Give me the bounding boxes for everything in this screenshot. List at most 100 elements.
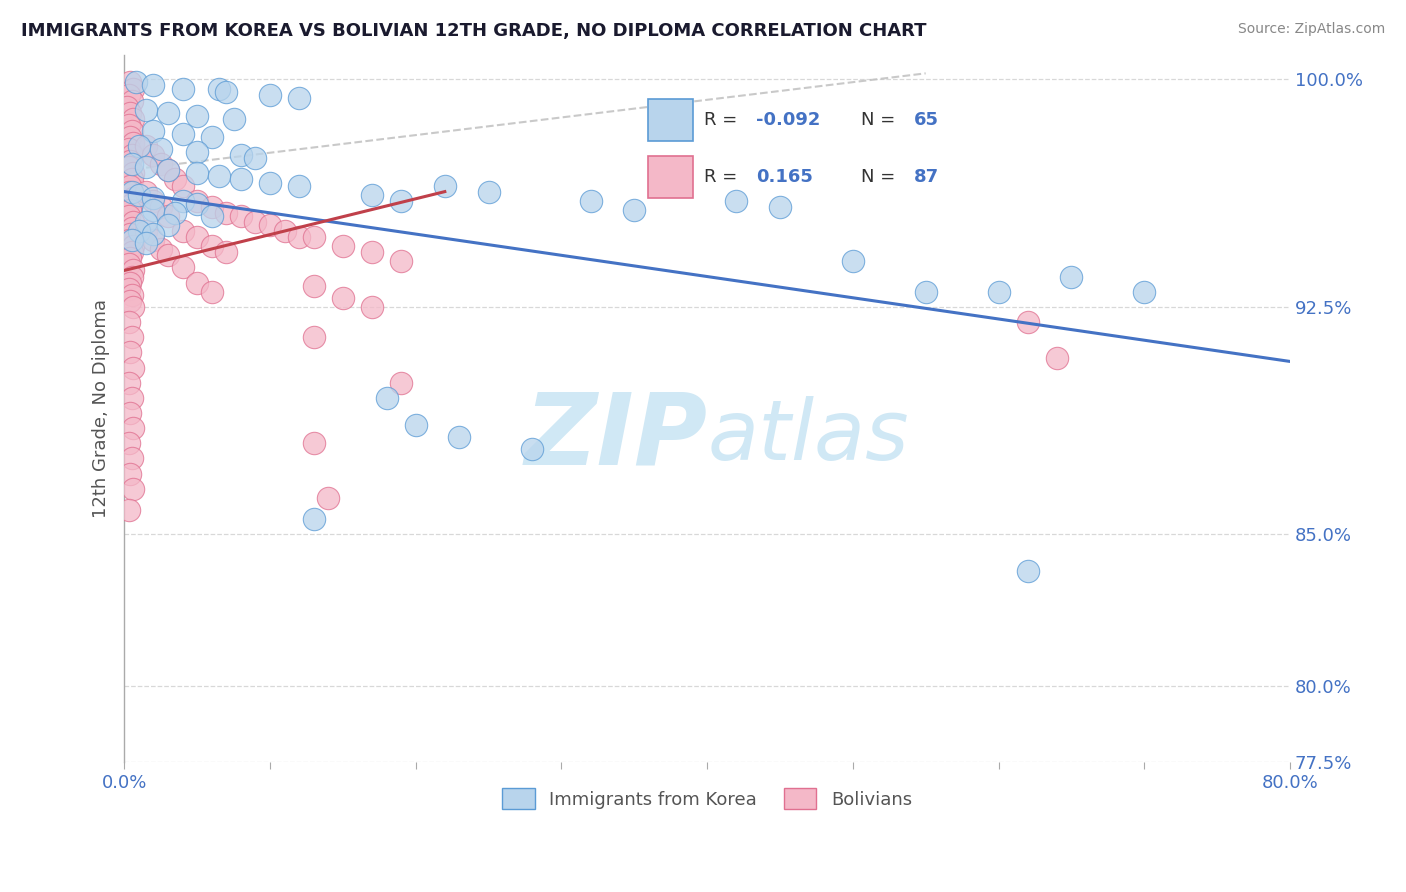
Point	[156, 209, 179, 223]
Point	[117, 209, 139, 223]
Point	[122, 239, 145, 253]
Point	[156, 248, 179, 262]
Point	[1060, 269, 1083, 284]
Point	[302, 512, 325, 526]
Point	[229, 148, 252, 162]
Point	[142, 124, 165, 138]
Point	[433, 178, 456, 193]
Point	[156, 163, 179, 178]
Point	[115, 100, 138, 114]
Text: Source: ZipAtlas.com: Source: ZipAtlas.com	[1237, 22, 1385, 37]
Point	[405, 418, 427, 433]
Point	[389, 194, 412, 208]
Point	[172, 194, 194, 208]
Point	[259, 218, 281, 232]
Point	[725, 194, 748, 208]
Point	[121, 330, 143, 344]
Point	[122, 421, 145, 435]
Point	[121, 451, 143, 466]
Point	[506, 800, 529, 814]
Point	[172, 260, 194, 275]
Text: ZIP: ZIP	[524, 388, 707, 485]
Point	[142, 191, 165, 205]
Point	[186, 230, 208, 244]
Point	[245, 151, 267, 165]
Point	[302, 230, 325, 244]
Point	[389, 254, 412, 268]
Point	[121, 157, 143, 171]
Point	[121, 287, 143, 301]
Point	[135, 103, 157, 117]
Point	[122, 136, 145, 150]
Point	[361, 300, 384, 314]
Point	[128, 139, 150, 153]
Point	[117, 315, 139, 329]
Point	[135, 215, 157, 229]
Point	[121, 124, 143, 138]
Point	[122, 112, 145, 126]
Point	[122, 215, 145, 229]
Point	[172, 178, 194, 193]
Point	[288, 178, 311, 193]
Point	[117, 87, 139, 102]
Point	[121, 245, 143, 260]
Point	[1046, 351, 1069, 366]
Point	[201, 209, 224, 223]
Point	[122, 81, 145, 95]
Point	[316, 491, 339, 505]
Point	[259, 87, 281, 102]
Point	[122, 166, 145, 180]
Point	[208, 81, 231, 95]
Point	[118, 105, 141, 120]
Point	[122, 482, 145, 496]
Point	[117, 161, 139, 175]
Point	[122, 300, 145, 314]
Point	[477, 185, 499, 199]
Point	[135, 161, 157, 175]
Point	[623, 830, 645, 845]
Point	[550, 822, 572, 836]
Point	[449, 430, 471, 444]
Point	[332, 239, 354, 253]
Point	[259, 176, 281, 190]
Point	[117, 185, 139, 199]
Point	[117, 142, 139, 156]
Point	[128, 224, 150, 238]
Point	[135, 236, 157, 251]
Point	[156, 218, 179, 232]
Point	[165, 206, 187, 220]
Point	[186, 194, 208, 208]
Point	[118, 130, 141, 145]
Point	[332, 291, 354, 305]
Point	[375, 391, 398, 405]
Point	[117, 233, 139, 247]
Point	[229, 209, 252, 223]
Point	[172, 81, 194, 95]
Point	[121, 148, 143, 162]
Point	[142, 227, 165, 241]
Point	[186, 196, 208, 211]
Point	[186, 166, 208, 180]
Point	[117, 376, 139, 390]
Point	[118, 406, 141, 420]
Point	[142, 78, 165, 93]
Point	[118, 202, 141, 217]
Point	[1133, 285, 1156, 299]
Point	[121, 233, 143, 247]
Point	[1017, 315, 1039, 329]
Point	[118, 293, 141, 308]
Point	[117, 118, 139, 132]
Point	[117, 282, 139, 296]
Point	[135, 139, 157, 153]
Point	[302, 330, 325, 344]
Point	[118, 276, 141, 290]
Point	[121, 391, 143, 405]
Point	[165, 172, 187, 186]
Point	[122, 263, 145, 277]
Point	[222, 112, 245, 126]
Point	[229, 172, 252, 186]
Point	[1017, 564, 1039, 578]
Point	[186, 145, 208, 160]
Y-axis label: 12th Grade, No Diploma: 12th Grade, No Diploma	[93, 299, 110, 518]
Point	[156, 105, 179, 120]
